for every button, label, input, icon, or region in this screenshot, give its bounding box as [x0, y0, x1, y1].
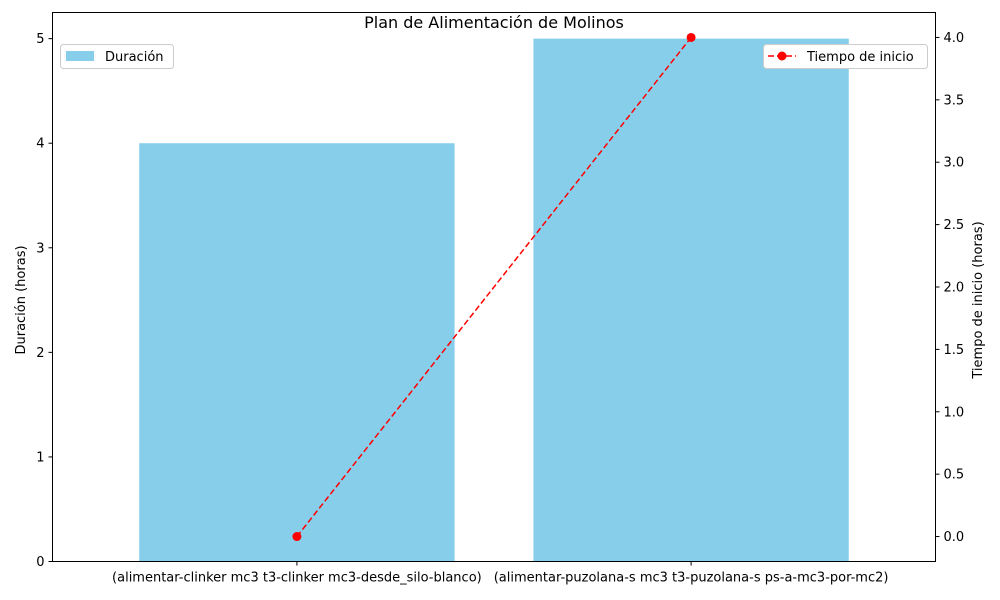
y-tick-left-label: 1 [36, 450, 44, 465]
y-tick-right-label: 3.0 [944, 156, 965, 171]
y-tick-right-label: 4.0 [944, 31, 965, 46]
x-tick-label: (alimentar-clinker mc3 t3-clinker mc3-de… [112, 571, 482, 586]
legend-label-duration: Duración [105, 50, 164, 65]
y-tick-right-label: 2.0 [944, 281, 965, 296]
chart-title: Plan de Alimentación de Molinos [364, 13, 624, 32]
start-time-point-1 [292, 532, 302, 542]
x-tick-label: (alimentar-puzolana-s mc3 t3-puzolana-s … [494, 571, 889, 586]
bar-1 [139, 143, 455, 562]
legend-swatch-duration [66, 51, 94, 61]
y-tick-left-label: 0 [36, 555, 44, 570]
y-tick-left-label: 4 [36, 137, 44, 152]
legend-label-start-time: Tiempo de inicio [806, 50, 914, 65]
y-axis-label-left: Duración (horas) [14, 245, 29, 354]
legend-right-box [763, 44, 928, 69]
y-tick-right-label: 0.0 [944, 530, 965, 545]
y-tick-right-label: 0.5 [944, 468, 965, 483]
y-tick-right-label: 3.5 [944, 93, 965, 108]
legend-left-box [60, 44, 174, 69]
start-time-point-2 [686, 32, 696, 42]
y-tick-left-label: 5 [36, 32, 44, 47]
y-tick-left-label: 2 [36, 346, 44, 361]
y-axis-label-right: Tiempo de inicio (horas) [971, 221, 986, 379]
start-time-line [296, 36, 692, 538]
y-tick-right-label: 2.5 [944, 218, 965, 233]
legend-marker-start-time [777, 51, 787, 61]
y-tick-right-label: 1.0 [944, 405, 965, 420]
y-tick-right-label: 1.5 [944, 343, 965, 358]
bar-2 [533, 38, 849, 562]
y-tick-left-label: 3 [36, 241, 44, 256]
